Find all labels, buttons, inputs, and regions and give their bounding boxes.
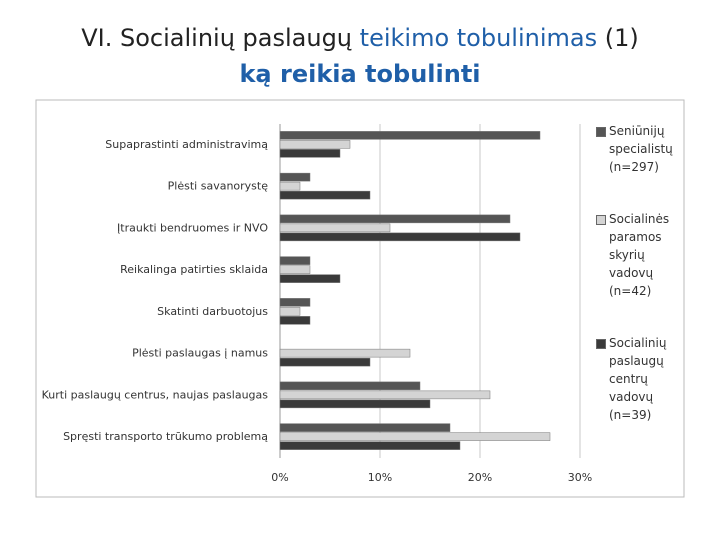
y-tick-label: Skatinti darbuotojus: [157, 305, 268, 318]
bar: [279, 307, 301, 316]
legend: Seniūnijų specialistų (n=297) Socialinės …: [596, 122, 682, 458]
bar: [279, 265, 311, 274]
legend-entry: Socialinės paramos skyrių vadovų (n=42): [596, 210, 682, 300]
slide-title: VI. Socialinių paslaugų teikimo tobulini…: [0, 20, 720, 92]
bar: [279, 348, 411, 358]
legend-entry: Socialinių paslaugų centrų vadovų (n=39): [596, 334, 682, 424]
bar: [279, 390, 491, 400]
legend-swatch: [596, 127, 606, 137]
bar: [279, 316, 311, 325]
legend-label: Socialinių paslaugų centrų vadovų (n=39): [609, 336, 667, 422]
legend-swatch: [596, 215, 606, 225]
bar: [279, 140, 351, 149]
y-tick-label: Reikalinga patirties sklaida: [120, 263, 268, 276]
legend-label: Seniūnijų specialistų (n=297): [609, 124, 673, 174]
bar: [279, 149, 341, 158]
y-tick-label: Plėsti savanorystę: [168, 180, 269, 193]
x-tick-label: 10%: [368, 471, 392, 484]
bar: [279, 190, 371, 200]
bar: [279, 214, 511, 224]
bar: [279, 399, 431, 409]
y-tick-label: Kurti paslaugų centrus, naujas paslaugas: [42, 388, 269, 401]
legend-entry: Seniūnijų specialistų (n=297): [596, 122, 682, 176]
x-tick-label: 20%: [468, 471, 492, 484]
bar: [279, 357, 371, 367]
y-tick-label: Įtraukti bendruomes ir NVO: [117, 221, 268, 234]
y-tick-label: Plėsti paslaugas į namus: [132, 347, 268, 360]
legend-label: Socialinės paramos skyrių vadovų (n=42): [609, 212, 670, 298]
bar: [279, 423, 451, 432]
subtitle: ką reikia tobulinti: [239, 60, 481, 88]
y-tick-label: Spręsti transporto trūkumo problemą: [63, 430, 268, 443]
bar: [279, 298, 311, 307]
bar: [279, 172, 311, 182]
bar: [279, 274, 341, 283]
title-part: teikimo tobulinimas: [359, 24, 598, 52]
title-part: (1): [604, 24, 639, 52]
bar: [279, 381, 421, 391]
bar: [279, 432, 551, 441]
x-tick-label: 0%: [271, 471, 288, 484]
y-tick-label: Supaprastinti administravimą: [105, 138, 268, 151]
bar: [279, 256, 311, 265]
bar: [279, 131, 541, 140]
bar: [279, 181, 301, 191]
x-tick-label: 30%: [568, 471, 592, 484]
title-part: VI. Socialinių paslaugų: [81, 24, 353, 52]
bar: [279, 441, 461, 450]
legend-swatch: [596, 339, 606, 349]
bar: [279, 232, 521, 242]
bar: [279, 223, 391, 233]
